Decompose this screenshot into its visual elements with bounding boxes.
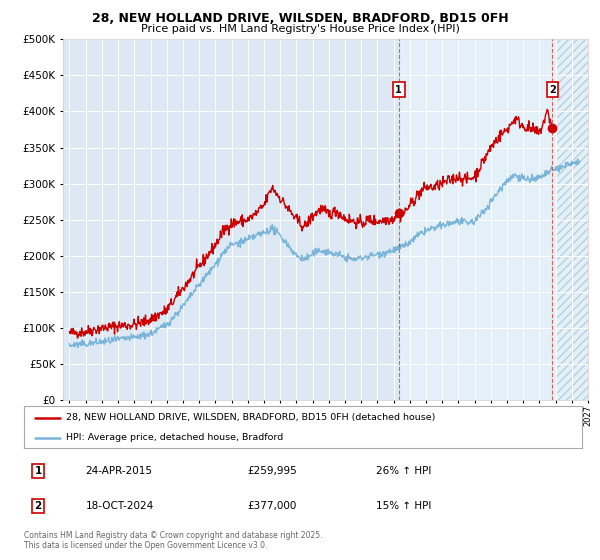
Text: 28, NEW HOLLAND DRIVE, WILSDEN, BRADFORD, BD15 0FH (detached house): 28, NEW HOLLAND DRIVE, WILSDEN, BRADFORD… — [66, 413, 435, 422]
Text: 18-OCT-2024: 18-OCT-2024 — [85, 501, 154, 511]
Text: 2: 2 — [34, 501, 41, 511]
Text: Price paid vs. HM Land Registry's House Price Index (HPI): Price paid vs. HM Land Registry's House … — [140, 24, 460, 34]
Text: 1: 1 — [395, 85, 402, 95]
Text: 2: 2 — [549, 85, 556, 95]
Bar — [556, 39, 588, 400]
Text: £377,000: £377,000 — [247, 501, 296, 511]
Text: 26% ↑ HPI: 26% ↑ HPI — [376, 466, 431, 475]
Text: 15% ↑ HPI: 15% ↑ HPI — [376, 501, 431, 511]
Text: 24-APR-2015: 24-APR-2015 — [85, 466, 152, 475]
Bar — [399, 39, 556, 400]
Text: HPI: Average price, detached house, Bradford: HPI: Average price, detached house, Brad… — [66, 433, 283, 442]
Text: 1: 1 — [34, 466, 41, 475]
Text: £259,995: £259,995 — [247, 466, 297, 475]
Text: Contains HM Land Registry data © Crown copyright and database right 2025.
This d: Contains HM Land Registry data © Crown c… — [24, 531, 323, 550]
Text: 28, NEW HOLLAND DRIVE, WILSDEN, BRADFORD, BD15 0FH: 28, NEW HOLLAND DRIVE, WILSDEN, BRADFORD… — [92, 12, 508, 25]
